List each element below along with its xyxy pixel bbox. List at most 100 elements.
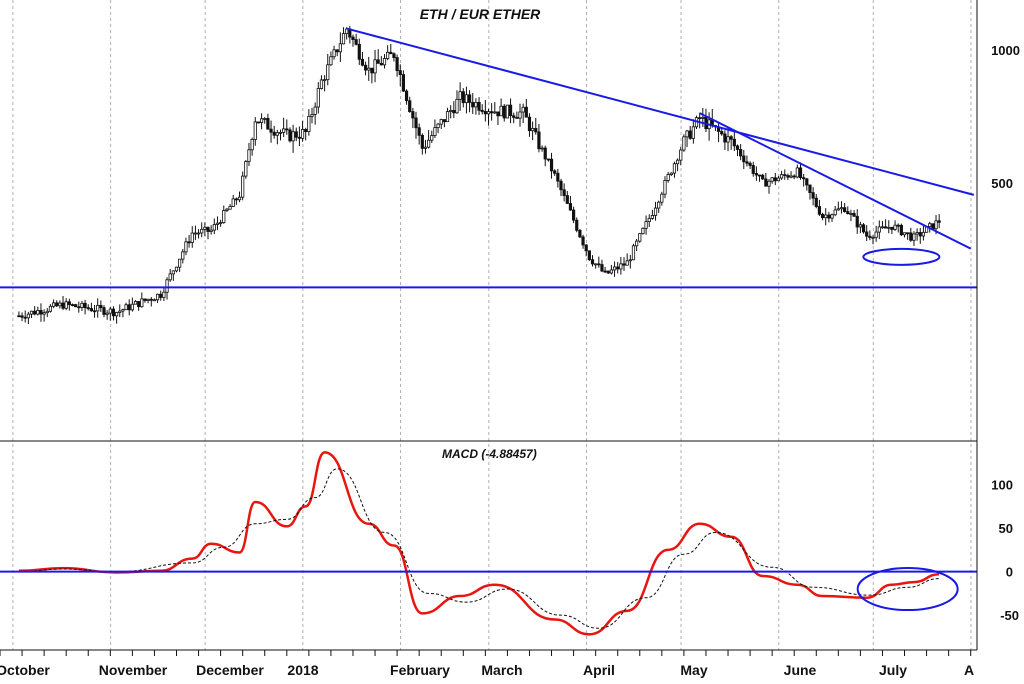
- candle: [814, 194, 818, 209]
- month-label: February: [390, 662, 450, 678]
- candle: [505, 104, 510, 119]
- candle: [130, 297, 134, 312]
- candle: [74, 303, 78, 308]
- candle: [398, 64, 402, 87]
- candle: [149, 296, 153, 307]
- macd-tick-label: 50: [999, 521, 1013, 536]
- candle: [143, 298, 147, 303]
- candle: [256, 121, 261, 124]
- candle: [168, 268, 172, 282]
- candle: [121, 308, 125, 318]
- candle: [780, 170, 784, 180]
- candle: [427, 130, 431, 149]
- candle: [887, 220, 891, 234]
- candle: [597, 256, 601, 268]
- candle: [357, 38, 361, 65]
- candle: [748, 161, 752, 169]
- candle: [543, 145, 547, 167]
- candle: [354, 33, 358, 46]
- candle: [408, 96, 412, 113]
- candle: [546, 158, 550, 162]
- candle: [729, 135, 733, 150]
- signal-line: [18, 468, 940, 629]
- candle: [562, 183, 566, 202]
- candle: [99, 300, 103, 313]
- candle: [496, 111, 500, 126]
- candle: [351, 34, 355, 47]
- candle: [559, 178, 563, 197]
- candle: [215, 216, 220, 231]
- candle: [855, 209, 859, 234]
- candle: [858, 221, 862, 234]
- candle: [124, 302, 128, 311]
- candle: [162, 286, 166, 301]
- candle: [367, 56, 371, 81]
- price-tick-label: 1000: [991, 43, 1020, 58]
- candle: [200, 222, 204, 238]
- candle: [880, 220, 885, 229]
- candle: [178, 258, 182, 272]
- macd-annotations: [0, 567, 977, 612]
- candle: [313, 102, 317, 125]
- candle: [323, 75, 327, 92]
- candle: [310, 107, 314, 124]
- candle: [253, 117, 257, 146]
- candle: [115, 311, 119, 324]
- candle: [373, 49, 377, 83]
- candle: [852, 210, 856, 217]
- candle: [80, 300, 84, 311]
- candle: [244, 160, 248, 179]
- candle: [203, 222, 207, 236]
- candle: [909, 227, 913, 242]
- candle: [587, 250, 591, 261]
- candle: [467, 90, 472, 113]
- candle: [628, 254, 632, 269]
- candle: [770, 177, 774, 184]
- candle: [493, 102, 497, 115]
- candle: [222, 205, 226, 224]
- candle: [89, 302, 93, 312]
- month-label: March: [481, 662, 522, 678]
- macd-series: [18, 451, 940, 636]
- candle: [187, 234, 191, 248]
- candle: [92, 304, 97, 318]
- candle: [67, 298, 71, 311]
- candle: [196, 229, 201, 239]
- price-annotations: [0, 27, 977, 289]
- candle: [370, 67, 374, 84]
- candle: [105, 310, 109, 320]
- candle: [297, 126, 302, 146]
- candle: [86, 304, 90, 311]
- candle: [26, 311, 30, 324]
- candle: [64, 298, 68, 311]
- candle: [278, 129, 283, 141]
- candle: [477, 97, 481, 115]
- candle: [918, 227, 922, 244]
- candle: [471, 93, 475, 114]
- candle: [23, 310, 27, 323]
- candle: [127, 299, 131, 316]
- candle: [896, 223, 900, 233]
- candle: [193, 225, 197, 241]
- candle: [817, 199, 822, 217]
- candle: [417, 123, 421, 145]
- candle: [285, 119, 289, 135]
- candle: [549, 152, 554, 179]
- candle: [111, 306, 116, 321]
- candle: [250, 137, 254, 156]
- candle: [590, 255, 595, 267]
- candle: [209, 225, 213, 235]
- candle: [884, 219, 888, 229]
- candle: [666, 171, 670, 183]
- candle: [937, 214, 941, 229]
- candle: [805, 177, 809, 191]
- candle: [414, 111, 418, 139]
- candle: [29, 310, 34, 319]
- candle: [622, 257, 626, 271]
- candle: [282, 117, 286, 138]
- upper-trendline: [346, 27, 975, 196]
- candle: [386, 45, 390, 61]
- candle: [789, 171, 793, 179]
- candle: [461, 88, 465, 108]
- candle: [865, 225, 869, 241]
